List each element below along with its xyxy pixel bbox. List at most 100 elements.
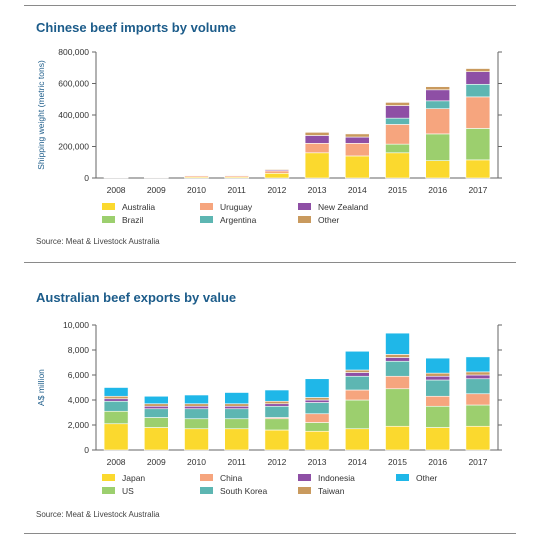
chart2-bar-japan xyxy=(304,430,330,451)
chart2-bar-taiwan xyxy=(144,403,169,407)
chart1-ytick-label: 800,000 xyxy=(58,47,89,57)
bottom-rule xyxy=(24,533,516,534)
chart2-bar-taiwan xyxy=(465,371,491,376)
chart1-bar-australia xyxy=(264,172,290,179)
chart2-bar-other xyxy=(344,350,370,371)
chart1-bar-brazil xyxy=(425,133,451,161)
chart1-bar-australia xyxy=(425,160,451,179)
chart1-legend-swatch xyxy=(298,203,311,210)
chart2-bar-japan xyxy=(264,429,290,451)
chart1-legend-label: Australia xyxy=(122,202,155,212)
chart1-bar-australia xyxy=(304,152,330,179)
chart1-bar-argentina xyxy=(385,117,410,125)
chart2-bar-taiwan xyxy=(103,395,129,400)
chart1-xtick-label: 2011 xyxy=(228,185,247,195)
chart2-bar-other xyxy=(103,387,129,397)
chart2-bar-indonesia xyxy=(385,357,410,362)
chart1-bar-australia xyxy=(344,155,370,179)
chart2-bar-japan xyxy=(184,428,209,451)
chart1-bar-uruguay xyxy=(425,108,451,135)
chart2-bar-indonesia xyxy=(344,372,370,377)
chart2-legend-swatch xyxy=(298,474,311,481)
chart2-bar-china xyxy=(304,413,330,423)
chart2-bar-taiwan xyxy=(304,397,330,401)
chart2-bar-south-korea xyxy=(184,408,209,420)
chart2-bar-south-korea xyxy=(304,402,330,415)
chart1-ytick-label: 400,000 xyxy=(58,110,89,120)
chart1-bar-other xyxy=(264,168,290,171)
chart2-legend-swatch xyxy=(200,487,213,494)
chart2-bar-japan xyxy=(144,427,169,451)
chart2-xtick-label: 2008 xyxy=(107,457,126,467)
chart2-bar-south-korea xyxy=(465,378,491,395)
chart2-bar-other xyxy=(264,389,290,402)
chart1-legend-swatch xyxy=(200,203,213,210)
chart2-plot: 0 2,000 4,000 6,000 8,000 10,000 A$ million 200… xyxy=(36,320,502,496)
chart2-bar-japan xyxy=(224,428,249,451)
chart1-ytick-label: 200,000 xyxy=(58,142,89,152)
chart2-bar-south-korea xyxy=(385,360,410,377)
chart1-y-axis-label: Shipping weight (metric tons) xyxy=(36,60,46,170)
chart1-bar-new-zealand xyxy=(304,135,330,144)
chart2-bar-other xyxy=(144,395,169,405)
chart1-ytick-label: 0 xyxy=(84,173,89,183)
chart2-xtick-label: 2013 xyxy=(308,457,327,467)
chart1-source: Source: Meat & Livestock Australia xyxy=(36,237,160,246)
chart1-ytick-label: 600,000 xyxy=(58,79,89,89)
chart1-legend-swatch xyxy=(102,216,115,223)
top-rule xyxy=(24,5,516,6)
chart1-xtick-label: 2012 xyxy=(267,185,286,195)
chart2-bar-south-korea xyxy=(344,375,370,391)
chart1-bar-uruguay xyxy=(344,143,370,157)
chart2-bar-indonesia xyxy=(144,405,169,410)
chart2-bar-japan xyxy=(385,425,410,451)
chart2-ytick-label: 6,000 xyxy=(68,370,90,380)
chart2-bar-taiwan xyxy=(344,369,370,373)
chart2-bar-us xyxy=(344,399,370,430)
chart2-bar-indonesia xyxy=(184,405,209,410)
chart2-bar-indonesia xyxy=(304,399,330,403)
chart1-bar-new-zealand xyxy=(344,136,370,144)
chart2-bar-china xyxy=(425,395,451,407)
chart2-legend-label: Japan xyxy=(122,473,145,483)
chart2-y-axis-label: A$ million xyxy=(36,369,46,406)
chart2-bar-indonesia xyxy=(103,398,129,402)
chart2-bar-other xyxy=(184,394,209,405)
chart2-bar-china xyxy=(465,393,491,406)
chart2-bar-japan xyxy=(103,423,129,451)
chart1-title: Chinese beef imports by volume xyxy=(36,20,237,35)
chart2-bar-indonesia xyxy=(465,374,491,380)
chart2-xtick-label: 2015 xyxy=(388,457,407,467)
chart1-bar-other xyxy=(465,68,491,72)
chart1-bar-uruguay xyxy=(304,143,330,154)
chart2-bar-indonesia xyxy=(425,375,451,381)
chart2-xtick-label: 2010 xyxy=(187,457,206,467)
chart1-legend-swatch xyxy=(298,216,311,223)
chart2-xtick-label: 2017 xyxy=(468,457,487,467)
chart1-bar-new-zealand xyxy=(425,89,451,102)
chart2-bar-south-korea xyxy=(103,400,129,412)
chart1-legend-label: Brazil xyxy=(122,215,143,225)
chart2-bar-china xyxy=(344,389,370,401)
chart1-bar-other xyxy=(425,86,451,91)
chart2-bar-taiwan xyxy=(425,372,451,377)
chart1-xtick-label: 2010 xyxy=(187,185,206,195)
chart2-bar-other xyxy=(465,356,491,373)
chart2-bar-us xyxy=(304,422,330,432)
chart1-xtick-label: 2016 xyxy=(428,185,447,195)
chart2-bar-taiwan xyxy=(264,400,290,405)
chart2-ytick-label: 10,000 xyxy=(63,320,89,330)
chart2-title: Australian beef exports by value xyxy=(36,290,237,305)
chart2-bar-south-korea xyxy=(144,408,169,418)
chart1-xtick-label: 2015 xyxy=(388,185,407,195)
chart2-legend-label: Indonesia xyxy=(318,473,355,483)
chart2-legend-swatch xyxy=(298,487,311,494)
chart2-bar-us xyxy=(184,418,209,430)
chart1-legend-label: Uruguay xyxy=(220,202,253,212)
chart2-bar-taiwan xyxy=(184,403,209,407)
chart1-bar-new-zealand xyxy=(385,105,410,119)
chart2-xtick-label: 2009 xyxy=(147,457,166,467)
chart2-legend-label: Other xyxy=(416,473,437,483)
chart2-legend-swatch xyxy=(102,487,115,494)
chart1-legend-swatch xyxy=(200,216,213,223)
